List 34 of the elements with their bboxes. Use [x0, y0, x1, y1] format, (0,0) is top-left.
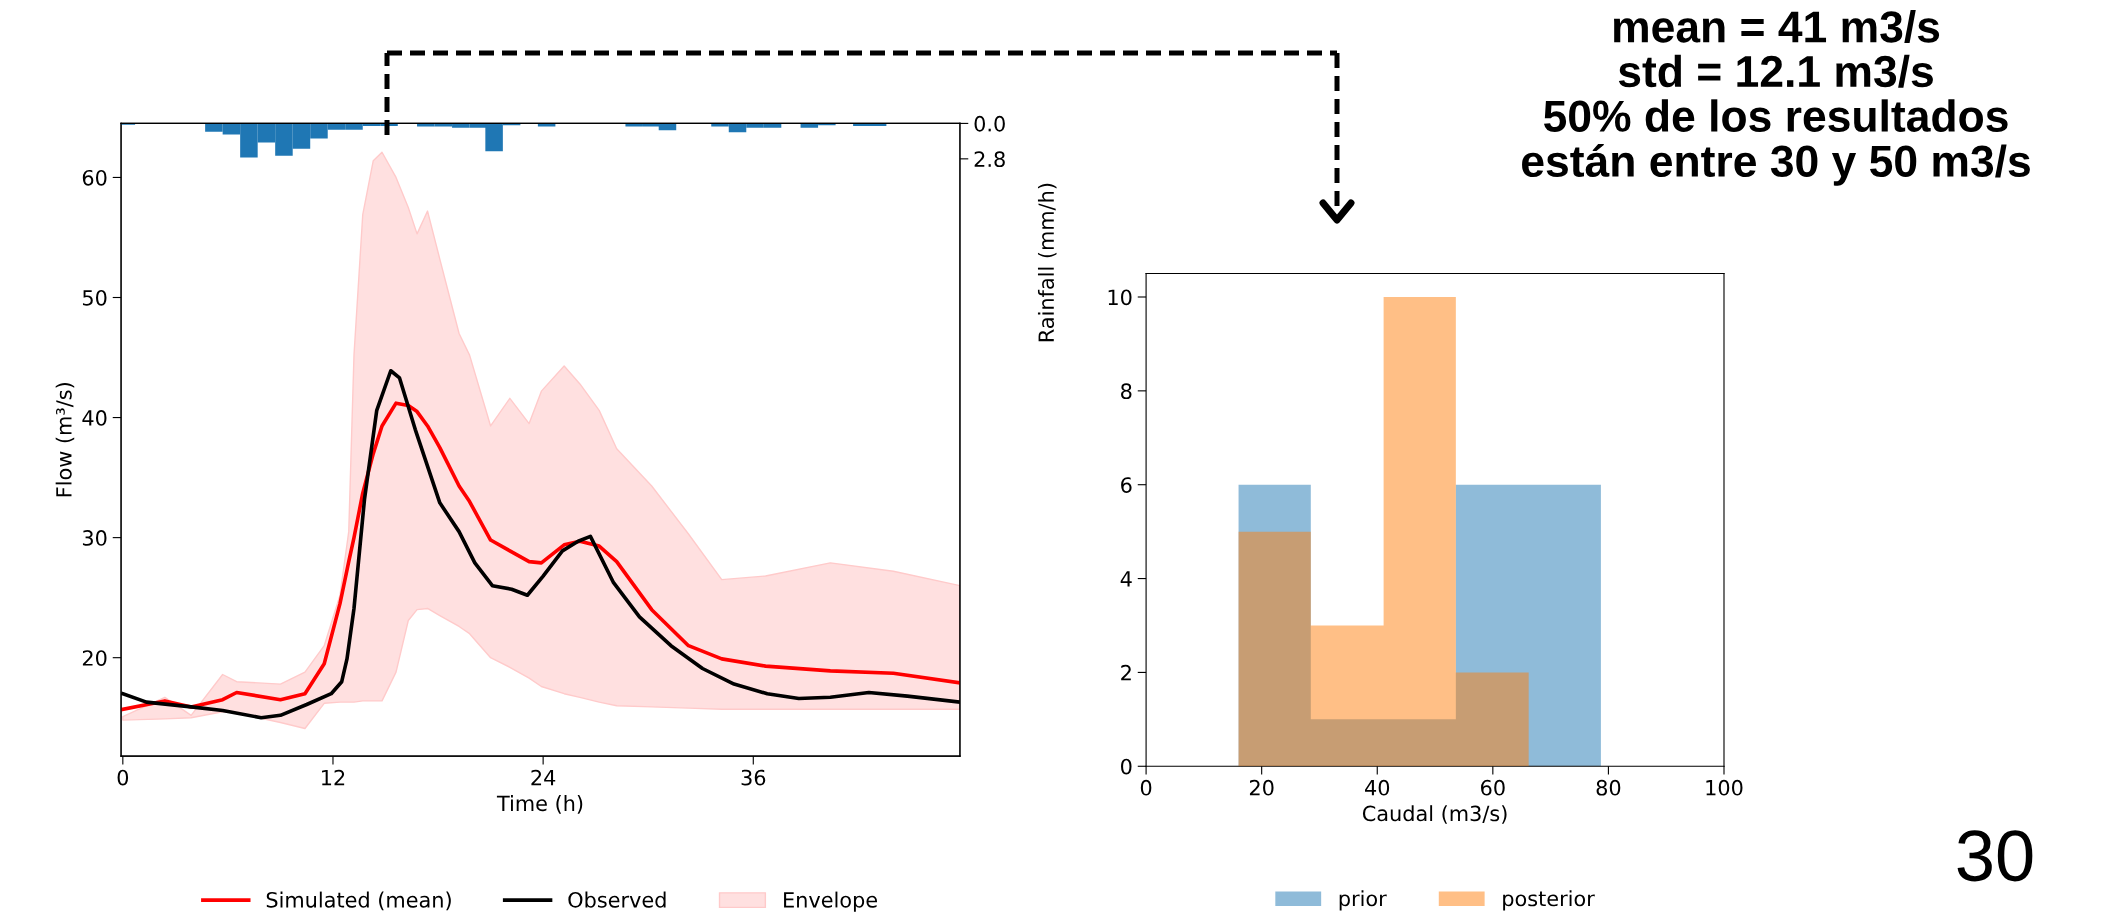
x-axis-title: Caudal (m3/s) [1362, 805, 1507, 824]
y2-tick-label: 2.8 [974, 151, 1005, 168]
x-tick-label: 0 [117, 769, 129, 786]
y-tick-label: 6 [1121, 477, 1132, 493]
x-tick-label: 60 [1481, 779, 1505, 796]
y-tick-label: 4 [1120, 571, 1132, 587]
x-tick-label: 100 [1706, 779, 1743, 796]
legend-label: posterior [1503, 890, 1595, 911]
y-tick-label: 20 [82, 650, 107, 666]
y-tick-label: 10 [1108, 289, 1132, 306]
y-tick-label: 0 [1121, 758, 1132, 775]
legend-label: Simulated (mean) [266, 891, 451, 911]
legend-label: Envelope [784, 891, 878, 912]
y-axis-title: Flow (m³/s) [55, 383, 75, 497]
x-tick-label: 24 [531, 769, 556, 786]
x-tick-label: 0 [1140, 779, 1152, 796]
x-tick-label: 36 [741, 769, 766, 786]
y-tick-label: 2 [1121, 664, 1131, 681]
legend-label: prior [1339, 890, 1387, 911]
x-axis-title: Time (h) [496, 795, 583, 814]
x-tick-label: 20 [1249, 779, 1274, 796]
text: 30 [1957, 830, 2033, 882]
x-tick-label: 80 [1596, 779, 1621, 796]
y-tick-label: 60 [82, 169, 107, 186]
text: mean = 41 m3/s std = 12.1 m3/s 50% de los resultados están entre 30 y 50 m3/s [1522, 10, 2030, 186]
y2-axis-title: Rainfall (mm/h) [1037, 183, 1057, 342]
y-tick-label: 30 [82, 530, 107, 546]
y-tick-label: 50 [82, 289, 107, 306]
y-tick-label: 8 [1121, 383, 1132, 400]
x-tick-label: 12 [322, 769, 345, 786]
y2-tick-label: 0.0 [974, 115, 1005, 132]
legend-label: Observed [568, 891, 666, 908]
y-tick-label: 40 [82, 410, 107, 426]
x-tick-label: 40 [1365, 779, 1390, 796]
